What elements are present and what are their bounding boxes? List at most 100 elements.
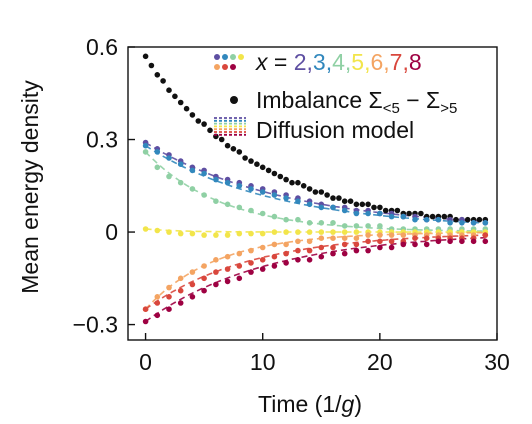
data-point: [283, 229, 289, 235]
data-point: [248, 158, 254, 164]
data-point: [359, 201, 366, 208]
data-point: [224, 278, 231, 285]
fit-line-x2: [145, 141, 486, 223]
data-point: [166, 229, 172, 235]
data-point: [400, 213, 407, 220]
x-tick-label: 0: [139, 349, 152, 375]
data-point: [236, 275, 243, 282]
x-tick-label: 20: [367, 349, 393, 375]
data-point: [283, 241, 289, 248]
data-point: [318, 235, 325, 241]
data-point: [248, 269, 254, 275]
data-point: [201, 232, 207, 238]
data-point: [300, 183, 307, 189]
data-point: [330, 204, 336, 211]
data-point: [242, 155, 248, 161]
legend-x-separator: ,: [364, 49, 370, 75]
data-point: [459, 220, 465, 226]
data-point: [213, 232, 219, 238]
data-point: [365, 201, 371, 208]
data-point: [248, 247, 254, 254]
data-point: [400, 232, 407, 238]
data-point: [306, 220, 313, 226]
data-point: [189, 167, 196, 174]
legend-x-swatch: [214, 54, 244, 70]
data-point: [377, 223, 383, 229]
data-point: [271, 213, 278, 220]
data-point: [177, 99, 184, 106]
data-point: [377, 238, 383, 245]
plot-frame: [127, 46, 498, 341]
data-point: [201, 170, 207, 177]
diffusion-fit-lines: [145, 141, 486, 323]
data-point: [142, 226, 149, 232]
data-point: [482, 220, 489, 226]
data-point: [213, 257, 219, 263]
data-point: [353, 247, 360, 254]
legend-x-value: 2: [294, 49, 307, 75]
data-point: [347, 198, 354, 204]
x-axis-label-pre: Time (1/: [258, 391, 342, 417]
data-point: [236, 250, 243, 257]
data-point: [213, 269, 219, 275]
data-point: [318, 189, 325, 195]
legend-x-value: 3: [313, 49, 326, 75]
data-point: [371, 204, 377, 211]
x-axis-label-g: g: [342, 391, 355, 417]
data-point: [259, 189, 266, 195]
data-point: [154, 164, 161, 171]
data-point: [330, 244, 336, 251]
data-point: [177, 300, 184, 306]
data-point: [148, 62, 155, 69]
series-x5: [142, 226, 489, 238]
data-point: [236, 204, 243, 211]
ticks: 0 10 20 30 −0.3 0 0.3 0.6: [73, 34, 510, 375]
data-point: [230, 146, 237, 152]
data-point: [306, 257, 313, 263]
data-point: [295, 198, 301, 204]
data-point: [259, 210, 266, 217]
legend-x-values: 2,3,4,5,6,7,8: [294, 49, 422, 75]
data-point: [318, 204, 325, 211]
data-point: [365, 247, 371, 254]
data-point: [154, 72, 161, 78]
data-point: [283, 176, 289, 183]
data-point: [236, 183, 243, 189]
data-point: [224, 179, 231, 186]
data-point: [341, 250, 348, 257]
x-axis-label: Time (1/g): [258, 391, 362, 417]
data-point: [388, 238, 395, 245]
data-point: [189, 230, 196, 237]
data-point: [330, 250, 336, 257]
data-point: [412, 216, 418, 223]
data-point: [295, 229, 301, 235]
x-tick-label: 10: [250, 349, 276, 375]
data-point: [330, 235, 336, 241]
legend-x-separator: ,: [307, 49, 313, 75]
legend-swatch-dot: [222, 54, 228, 60]
data-point: [441, 213, 448, 220]
data-point: [365, 223, 371, 229]
data-point: [189, 281, 196, 288]
data-point: [341, 235, 348, 241]
data-point: [177, 230, 184, 237]
x-axis-label-post: ): [354, 391, 362, 417]
data-point: [224, 266, 231, 272]
series-x6: [142, 232, 489, 313]
legend-imbalance-marker: [230, 96, 238, 104]
data-point: [142, 318, 149, 325]
data-point: [377, 210, 383, 217]
y-axis-label: Mean energy density: [17, 80, 43, 294]
legend-swatch-dot: [230, 54, 236, 60]
data-point: [435, 216, 442, 223]
data-point: [453, 216, 459, 223]
legend-x-separator: ,: [402, 49, 408, 75]
data-point: [189, 112, 196, 118]
data-point: [248, 260, 254, 266]
data-point: [259, 164, 266, 171]
legend-x-value: 8: [409, 49, 422, 75]
series-x3: [142, 142, 489, 226]
data-point: [388, 213, 395, 220]
data-point: [353, 229, 360, 235]
